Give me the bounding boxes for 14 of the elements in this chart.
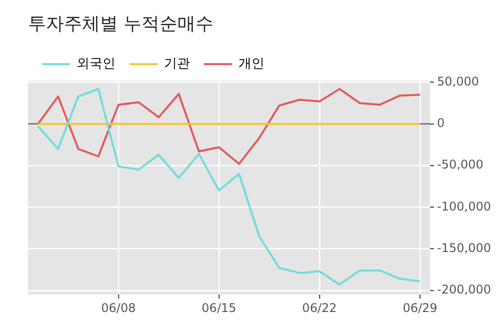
x-tick-label: 06/08 (101, 300, 136, 315)
x-tick-label: 06/29 (402, 300, 438, 315)
x-tick-label: 06/15 (202, 300, 236, 315)
y-tick-label: -200,000 (437, 282, 491, 297)
legend-label: 개인 (238, 56, 264, 72)
legend-label: 기관 (164, 56, 190, 72)
y-tick-label: 0 (437, 116, 445, 130)
chart-title: 투자주체별 누적순매수 (28, 13, 214, 34)
y-tick-label: -150,000 (437, 240, 491, 255)
y-tick-label: -100,000 (437, 199, 491, 214)
y-tick-label: -50,000 (437, 158, 484, 172)
x-tick-label: 06/22 (302, 300, 337, 315)
y-tick-label: 50,000 (437, 74, 480, 88)
legend-label: 외국인 (76, 56, 116, 72)
